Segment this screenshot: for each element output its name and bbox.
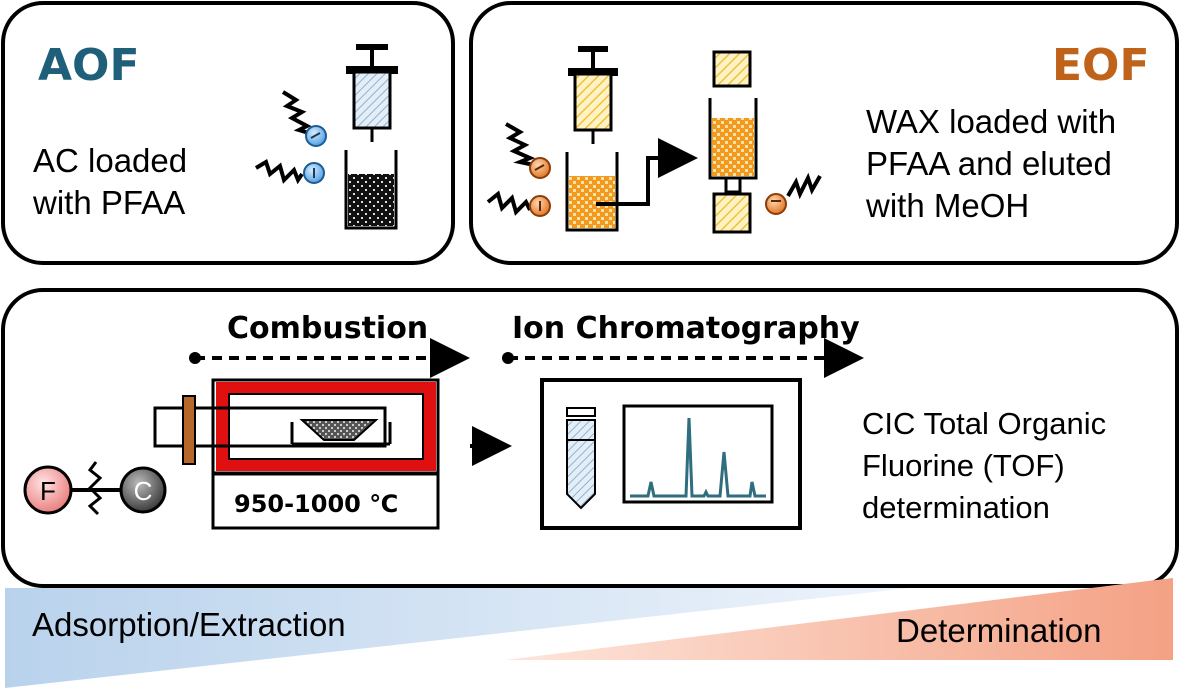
furnace-icon: [153, 378, 440, 530]
fluorine-atom-label: F: [40, 476, 56, 506]
cic-desc-line3: determination: [862, 490, 1050, 525]
temperature-label: 950-1000 ℃: [234, 490, 398, 518]
process-gradient: Adsorption/Extraction Determination: [5, 578, 1173, 688]
arrow-icon: [189, 338, 470, 378]
eof-title: EOF: [1052, 40, 1150, 91]
chromatogram-icon: [622, 404, 774, 504]
syringe-icon: [346, 44, 398, 142]
vial-icon: [566, 407, 596, 510]
determination-gradient: [505, 578, 1173, 660]
syringe-icon: [568, 46, 618, 144]
eof-panel: EOF WAX loaded with PFAA and eluted with…: [469, 1, 1179, 265]
cartridge-icon: [708, 50, 758, 234]
combustion-label: Combustion: [227, 311, 428, 346]
aof-desc-line2: with PFAA: [32, 184, 185, 221]
pfaa-molecule-icon: [254, 159, 325, 185]
carbon-atom-label: C: [134, 476, 153, 506]
pfaa-molecule-icon: [765, 172, 822, 215]
determination-label: Determination: [896, 612, 1101, 649]
arrow-icon: [502, 338, 864, 378]
eof-desc-line3: with MeOH: [865, 187, 1029, 224]
cf-bond-icon: [23, 461, 167, 516]
ion-chromatograph-box: [540, 378, 802, 530]
adsorption-gradient: [5, 588, 910, 688]
arrow-icon: [596, 138, 698, 206]
adsorption-extraction-label: Adsorption/Extraction: [32, 606, 346, 643]
cartridge-icon: [344, 150, 398, 230]
eof-desc-line2: PFAA and eluted: [866, 145, 1112, 182]
cic-desc-line1: CIC Total Organic: [862, 406, 1106, 441]
ion-chromatography-label: Ion Chromatography: [512, 311, 860, 346]
pfaa-molecule-icon: [281, 90, 327, 147]
aof-title: AOF: [38, 40, 140, 91]
aof-panel: AOF AC loaded with PFAA: [1, 1, 455, 265]
aof-desc-line1: AC loaded: [33, 142, 187, 179]
pfaa-molecule-icon: [505, 122, 551, 179]
pfaa-molecule-icon: [486, 190, 551, 217]
cic-desc-line2: Fluorine (TOF): [862, 448, 1065, 483]
eof-desc-line1: WAX loaded with: [866, 103, 1116, 140]
cic-panel: Combustion Ion Chromatography 950-1000 ℃: [1, 288, 1179, 588]
